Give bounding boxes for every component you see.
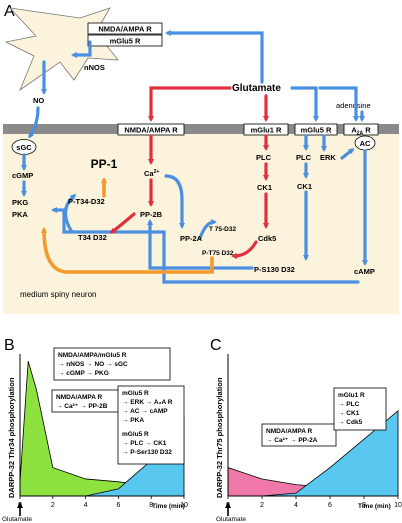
svg-text:→ P-Ser130 D32: → P-Ser130 D32 xyxy=(122,449,172,456)
arrow-pt75-to-pka xyxy=(41,227,214,274)
svg-text:→ cGMP → PKG: → cGMP → PKG xyxy=(58,370,109,377)
mglu5-receptor-top-label: mGlu5 R xyxy=(110,37,141,46)
membrane xyxy=(3,124,399,134)
svg-text:mGlu1 R: mGlu1 R xyxy=(338,392,365,399)
x-tick-label: 8 xyxy=(149,502,153,509)
t34-label: T34 D32 xyxy=(78,233,107,242)
arrow-no-to-sgc xyxy=(28,106,40,139)
svg-text:→ CK1: → CK1 xyxy=(338,410,360,417)
panel-a-label: A xyxy=(4,3,15,20)
sgc-label: sGC xyxy=(16,143,32,152)
nmda-ampa-membrane-label: NMDA/AMPA R xyxy=(124,126,178,135)
svg-text:mGlu5 R: mGlu5 R xyxy=(122,390,149,397)
x-tick-label: 2 xyxy=(260,502,264,509)
pkg-label: PKG xyxy=(12,198,28,207)
svg-text:NMDA/AMPA R: NMDA/AMPA R xyxy=(266,428,313,435)
chart-c-stimulus: Glutamate xyxy=(216,516,246,523)
x-tick-label: 8 xyxy=(362,502,366,509)
chart-c-ylabel: DARPP-32 Thr75 phosphorylation xyxy=(215,377,224,498)
chart-c-box1: NMDA/AMPA R → Ca²⁺ → PP-2A xyxy=(261,423,337,447)
mglu5-receptor-top xyxy=(87,34,163,47)
nmda-ampa-receptor-top xyxy=(87,22,163,35)
stimulus-arrow-head xyxy=(17,502,23,508)
svg-text:→ ERK → A₂A R: → ERK → A₂A R xyxy=(122,399,173,406)
svg-text:→ AC → cAMP: → AC → cAMP xyxy=(122,408,168,415)
mglu5-label: mGlu5 R xyxy=(301,126,332,135)
mglu5-receptor xyxy=(294,123,338,136)
chart-b-stimulus: Glutamate xyxy=(2,516,32,523)
nmda-ampa-receptor-top-label: NMDA/AMPA R xyxy=(98,25,152,34)
chart-b-box2: NMDA/AMPA R → Ca²⁺ → PP-2B xyxy=(51,389,121,413)
pt34-label: P-T34-D32 xyxy=(68,197,105,206)
arrow-receptor-to-nnos xyxy=(71,40,92,58)
x-tick-label: 4 xyxy=(294,502,298,509)
erk-label: ERK xyxy=(320,153,336,162)
pp2b-label: PP-2B xyxy=(140,210,163,219)
no-label: NO xyxy=(33,96,44,105)
svg-text:NMDA/AMPA R: NMDA/AMPA R xyxy=(56,394,103,401)
arrow-erk-to-ac xyxy=(340,148,355,160)
camp-label: cAMP xyxy=(354,267,375,276)
pt75-label: P-T75 D32 xyxy=(202,250,234,257)
arrow-ca-to-pp2a xyxy=(164,174,185,229)
t75-label: T 75-D32 xyxy=(209,226,236,233)
svg-text:→ PKA: → PKA xyxy=(122,417,144,424)
arrow-cdk5-to-pt75 xyxy=(231,240,258,259)
chart-b-box3: mGlu5 R → ERK → A₂A R → AC → cAMP → PKA … xyxy=(117,385,185,465)
pp1-label: PP-1 xyxy=(91,157,118,171)
chart-b-xlabel: Time (min) xyxy=(152,503,185,510)
plc-mglu1-label: PLC xyxy=(256,153,272,162)
cgmp-label: cGMP xyxy=(12,171,33,180)
x-tick-label: 2 xyxy=(51,502,55,509)
plc-mglu5-label: PLC xyxy=(296,153,312,162)
x-tick-label: 6 xyxy=(328,502,332,509)
arrow-pp2b-to-t34 xyxy=(109,212,136,234)
ac-label: AC xyxy=(360,139,371,148)
ck1-mglu5-label: CK1 xyxy=(297,182,312,191)
cdk5-label: Cdk5 xyxy=(258,234,276,243)
arrow-pkg-pka-to-pt34 xyxy=(63,194,77,234)
svg-text:→ nNOS → NO → sGC: → nNOS → NO → sGC xyxy=(58,361,128,368)
neuron-label: medium spiny neuron xyxy=(20,290,96,299)
chart-b-box1: NMDA/AMPA/mGlu5 R → nNOS → NO → sGC → cG… xyxy=(53,347,171,381)
panel-b-label: B xyxy=(4,337,15,354)
pp2a-label: PP-2A xyxy=(180,234,203,243)
x-tick-label: 4 xyxy=(84,502,88,509)
a2a-receptor xyxy=(343,123,379,136)
chart-c-xlabel: Time (min) xyxy=(358,503,391,510)
nnos-label: nNOS xyxy=(84,63,105,72)
svg-text:mGlu5 R: mGlu5 R xyxy=(122,431,149,438)
arrow-glu-to-mglu5 xyxy=(290,86,319,122)
arrow-to-a2a xyxy=(318,86,359,122)
chart-c: 0246810 xyxy=(225,354,402,516)
svg-text:→ PLC → CK1: → PLC → CK1 xyxy=(122,440,167,447)
arrow-glu-to-nmda xyxy=(148,86,232,122)
ck1-mglu1-label: CK1 xyxy=(257,183,272,192)
svg-text:→ Cdk5: → Cdk5 xyxy=(338,419,363,426)
chart-c-box2: mGlu1 R → PLC → CK1 → Cdk5 xyxy=(333,387,387,431)
svg-text:→ Ca²⁺ → PP-2B: → Ca²⁺ → PP-2B xyxy=(56,403,108,410)
a2a-label: A2A R xyxy=(351,126,371,137)
ca-label: Ca2+ xyxy=(144,169,159,178)
adenosine-label: adenosine xyxy=(336,101,371,110)
panel-c-label: C xyxy=(210,337,222,354)
arrow-ps130-to-pp2b xyxy=(147,219,254,270)
x-tick-label: 10 xyxy=(180,502,188,509)
ps130-label: P-S130 D32 xyxy=(254,265,295,274)
svg-text:NMDA/AMPA/mGlu5 R: NMDA/AMPA/mGlu5 R xyxy=(58,352,127,359)
x-tick-label: 10 xyxy=(394,502,402,509)
presynaptic-neuron xyxy=(4,7,119,92)
svg-text:→ Ca²⁺ → PP-2A: → Ca²⁺ → PP-2A xyxy=(266,437,318,444)
chart-b-ylabel: DARPP-32 Thr34 phosphorylation xyxy=(7,377,16,498)
x-tick-label: 6 xyxy=(116,502,120,509)
arrow-glu-to-top-receptors xyxy=(165,30,264,84)
stimulus-arrow-head xyxy=(225,502,231,508)
pka-label: PKA xyxy=(12,210,28,219)
glutamate-label: Glutamate xyxy=(232,83,281,94)
chart-b: 0246810 xyxy=(17,354,188,516)
mglu1-label: mGlu1 R xyxy=(251,126,282,135)
svg-text:→ PLC: → PLC xyxy=(338,401,360,408)
arrow-pp2a-to-t75 xyxy=(198,219,217,240)
